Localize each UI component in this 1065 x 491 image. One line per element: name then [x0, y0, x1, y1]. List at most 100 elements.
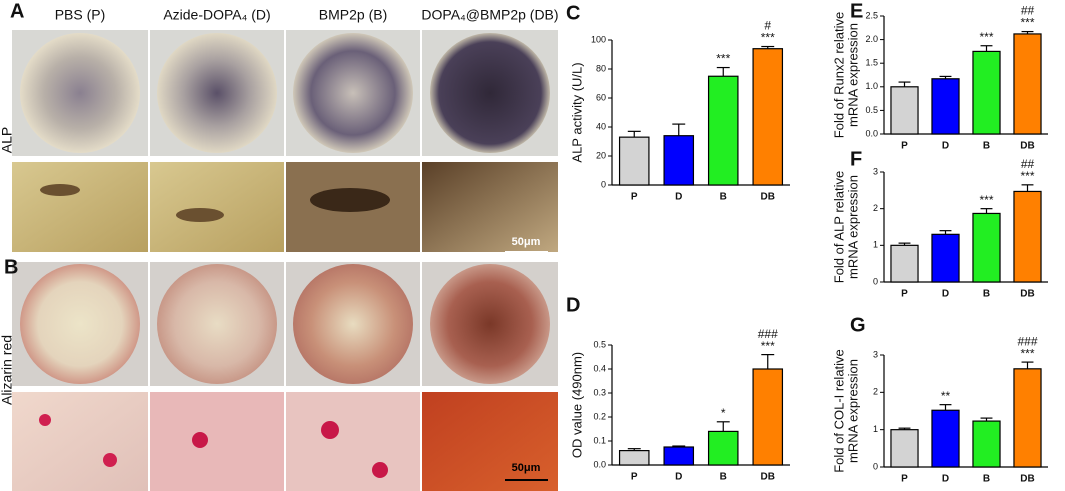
- row-label: Alizarin red: [0, 335, 15, 405]
- bar: [890, 86, 919, 135]
- dish: [293, 264, 413, 384]
- bar: [931, 78, 960, 135]
- y-axis-label: ALP activity (U/L): [569, 62, 584, 162]
- scale-bar-label: 50μm: [512, 462, 541, 474]
- panel-label: C: [566, 2, 580, 24]
- bar: [1013, 33, 1042, 135]
- column-header: BMP2p (B): [319, 7, 387, 23]
- stain: [310, 188, 390, 212]
- x-tick-label: DB: [1020, 474, 1034, 485]
- x-tick-label: P: [631, 472, 638, 483]
- bar: [972, 212, 1001, 283]
- y-tick-label: 0.5: [865, 105, 878, 115]
- y-tick-label: 0.3: [593, 387, 606, 397]
- y-tick-label: 0: [873, 461, 878, 471]
- bar: [707, 75, 739, 186]
- stain: [176, 208, 224, 222]
- panel-label: A: [10, 0, 24, 22]
- significance: ***: [1020, 346, 1034, 360]
- bar: [663, 135, 695, 186]
- y-tick-label: 100: [591, 34, 606, 44]
- y-tick-label: 1: [873, 240, 878, 250]
- significance: #: [764, 19, 771, 33]
- panel-label: E: [850, 0, 863, 22]
- significance: *: [721, 406, 726, 420]
- bar: [890, 244, 919, 283]
- panel-label: B: [4, 256, 18, 278]
- significance: ***: [761, 31, 775, 45]
- x-tick-label: D: [675, 192, 682, 203]
- significance: ***: [1020, 169, 1034, 183]
- micro-image: [422, 392, 558, 491]
- x-tick-label: B: [983, 474, 990, 485]
- stain: [40, 184, 80, 196]
- x-tick-label: D: [942, 141, 949, 152]
- significance: ***: [979, 193, 993, 207]
- micro-image: [422, 162, 558, 252]
- stain: [103, 453, 117, 467]
- y-axis-label: mRNA expression: [845, 23, 860, 127]
- x-tick-label: P: [631, 192, 638, 203]
- panel-label: G: [850, 314, 866, 336]
- significance: ##: [1021, 4, 1035, 18]
- y-tick-label: 0.2: [593, 411, 606, 421]
- x-tick-label: D: [675, 472, 682, 483]
- y-tick-label: 0: [601, 179, 606, 189]
- y-tick-label: 0.4: [593, 363, 606, 373]
- y-tick-label: 0.5: [593, 339, 606, 349]
- y-tick-label: 20: [596, 150, 606, 160]
- bar: [752, 48, 784, 186]
- dish: [20, 264, 140, 384]
- bar: [1013, 368, 1042, 468]
- y-axis-label: Fold of COL-I relative: [831, 349, 846, 473]
- panel-label: D: [566, 294, 580, 316]
- significance: ###: [1017, 334, 1037, 348]
- scale-bar-label: 50μm: [512, 236, 541, 248]
- y-tick-label: 0.0: [865, 128, 878, 138]
- significance: ***: [1020, 16, 1034, 30]
- micro-image: [150, 392, 284, 491]
- micro-image: [12, 162, 148, 252]
- x-tick-label: DB: [761, 192, 775, 203]
- bar: [707, 430, 739, 466]
- y-tick-label: 40: [596, 121, 606, 131]
- y-tick-label: 2: [873, 203, 878, 213]
- dish: [430, 33, 550, 153]
- dish: [20, 33, 140, 153]
- x-tick-label: DB: [761, 472, 775, 483]
- micro-image: [150, 162, 284, 252]
- y-tick-label: 0.1: [593, 435, 606, 445]
- bar: [972, 420, 1001, 468]
- y-axis-label: mRNA expression: [845, 359, 860, 463]
- x-tick-label: DB: [1020, 141, 1034, 152]
- column-header: DOPA₄@BMP2p (DB): [421, 7, 558, 23]
- y-tick-label: 0: [873, 276, 878, 286]
- x-tick-label: DB: [1020, 289, 1034, 300]
- y-tick-label: 1: [873, 424, 878, 434]
- bar: [931, 409, 960, 468]
- x-tick-label: D: [942, 289, 949, 300]
- y-tick-label: 3: [873, 166, 878, 176]
- micro-image: [286, 392, 420, 491]
- dish: [430, 264, 550, 384]
- y-tick-label: 2.5: [865, 10, 878, 20]
- y-tick-label: 80: [596, 63, 606, 73]
- column-header: PBS (P): [55, 7, 106, 23]
- y-tick-label: 1.5: [865, 58, 878, 68]
- significance: ##: [1021, 157, 1035, 171]
- significance: **: [941, 389, 951, 403]
- photo-panels: 50μm 50μm A B PBS (P) Azide-DOPA₄ (D) BM…: [0, 0, 559, 491]
- y-axis-label: Fold of ALP relative: [831, 171, 846, 284]
- bar: [663, 446, 695, 466]
- significance: ###: [758, 327, 778, 341]
- micro-image: [12, 392, 148, 491]
- significance: ***: [761, 339, 775, 353]
- x-tick-label: P: [901, 474, 908, 485]
- x-tick-label: P: [901, 141, 908, 152]
- y-tick-label: 60: [596, 92, 606, 102]
- x-tick-label: B: [720, 472, 727, 483]
- stain: [321, 421, 339, 439]
- bar: [752, 368, 784, 466]
- stain: [39, 414, 51, 426]
